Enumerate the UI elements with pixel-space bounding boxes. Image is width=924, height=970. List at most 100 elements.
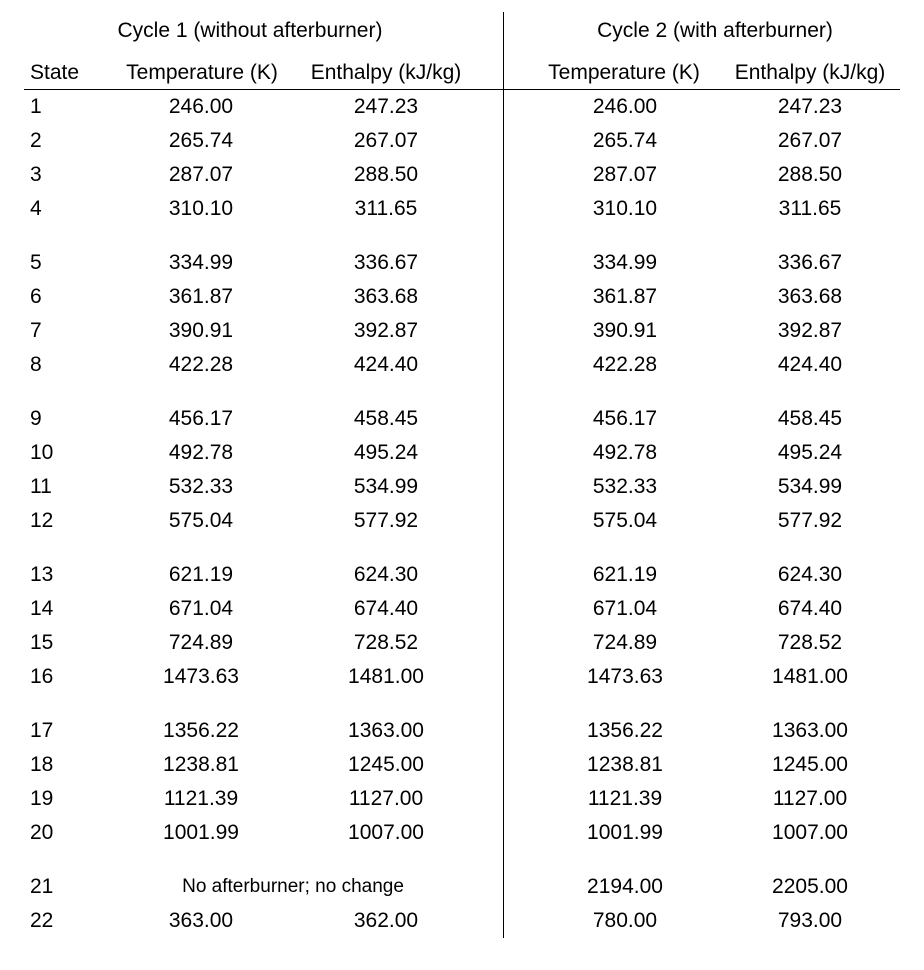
- state-cell: 12: [30, 509, 54, 532]
- cycle2-enthalpy-cell: 267.07: [777, 129, 843, 152]
- table-row: 13 621.19 624.30 621.19 624.30: [0, 558, 924, 592]
- cycle1-temperature-cell: 456.17: [168, 407, 234, 430]
- cycle1-enthalpy-cell: 247.23: [353, 95, 419, 118]
- state-cell: 22: [30, 909, 54, 932]
- cycle2-enthalpy-cell: 2205.00: [772, 875, 848, 898]
- cycle2-temperature-cell: 390.91: [592, 319, 658, 342]
- cycle2-temperature-cell: 265.74: [592, 129, 658, 152]
- table-row: 9 456.17 458.45 456.17 458.45: [0, 402, 924, 436]
- cycle1-temperature-cell: 1001.99: [163, 821, 239, 844]
- cycle2-temperature-cell: 1238.81: [587, 753, 663, 776]
- state-cell: 7: [30, 319, 42, 342]
- cycle2-temperature-cell: 1356.22: [587, 719, 663, 742]
- state-cell: 5: [30, 251, 42, 274]
- table-row: 5 334.99 336.67 334.99 336.67: [0, 246, 924, 280]
- cycle2-enthalpy-cell: 336.67: [777, 251, 843, 274]
- cycle2-group-title: Cycle 2 (with afterburner): [597, 19, 833, 42]
- cycle2-enthalpy-cell: 728.52: [777, 631, 843, 654]
- cycle1-enthalpy-cell: 1363.00: [348, 719, 424, 742]
- cycle1-enthalpy-cell: 674.40: [353, 597, 419, 620]
- cycle-divider-line: [503, 12, 504, 938]
- cycle1-temperature-cell: 1473.63: [163, 665, 239, 688]
- cycle1-temperature-cell: 334.99: [168, 251, 234, 274]
- cycle1-temperature-cell: 575.04: [168, 509, 234, 532]
- cycle2-temperature-cell: 2194.00: [587, 875, 663, 898]
- cycle2-temperature-cell: 310.10: [592, 197, 658, 220]
- table-row: 7 390.91 392.87 390.91 392.87: [0, 314, 924, 348]
- table-row: 12 575.04 577.92 575.04 577.92: [0, 504, 924, 538]
- table-row: 19 1121.39 1127.00 1121.39 1127.00: [0, 782, 924, 816]
- state-cell: 13: [30, 563, 54, 586]
- cycle1-temperature-cell: 1238.81: [163, 753, 239, 776]
- cycle2-enthalpy-cell: 1481.00: [772, 665, 848, 688]
- cycle2-enthalpy-cell: 1127.00: [772, 787, 848, 810]
- cycle2-temperature-cell: 246.00: [592, 95, 658, 118]
- cycle1-temperature-cell: 422.28: [168, 353, 234, 376]
- table-row: 16 1473.63 1481.00 1473.63 1481.00: [0, 660, 924, 694]
- state-cell: 14: [30, 597, 54, 620]
- cycle2-temperature-cell: 575.04: [592, 509, 658, 532]
- cycle2-enthalpy-cell: 311.65: [778, 197, 842, 220]
- cycle1-temperature-cell: 390.91: [168, 319, 234, 342]
- cycle2-enthalpy-cell: 674.40: [777, 597, 843, 620]
- cycle2-temperature-cell: 287.07: [592, 163, 658, 186]
- table-row: 6 361.87 363.68 361.87 363.68: [0, 280, 924, 314]
- cycle1-enthalpy-header: Enthalpy (kJ/kg): [310, 61, 462, 84]
- cycle1-enthalpy-cell: 267.07: [353, 129, 419, 152]
- cycle1-temperature-cell: 492.78: [168, 441, 234, 464]
- state-cell: 17: [30, 719, 54, 742]
- cycle1-enthalpy-cell: 1127.00: [348, 787, 424, 810]
- cycle2-temperature-cell: 1473.63: [587, 665, 663, 688]
- table-row: 21 2194.00 2205.00 No afterburner; no chang…: [0, 870, 924, 904]
- table-row: 14 671.04 674.40 671.04 674.40: [0, 592, 924, 626]
- cycle2-temperature-cell: 621.19: [592, 563, 658, 586]
- state-cell: 1: [30, 95, 42, 118]
- cycle2-temperature-cell: 361.87: [592, 285, 658, 308]
- cycle2-temperature-cell: 422.28: [592, 353, 658, 376]
- cycle2-enthalpy-cell: 1363.00: [772, 719, 848, 742]
- cycle2-temperature-cell: 1121.39: [587, 787, 663, 810]
- cycle1-note-cell: No afterburner; no change: [182, 876, 404, 897]
- cycle2-enthalpy-cell: 624.30: [777, 563, 843, 586]
- state-cell: 2: [30, 129, 42, 152]
- state-cell: 21: [30, 875, 54, 898]
- cycle2-enthalpy-cell: 392.87: [777, 319, 843, 342]
- cycle1-temperature-cell: 361.87: [168, 285, 234, 308]
- cycle2-enthalpy-cell: 288.50: [777, 163, 843, 186]
- cycle1-group-title: Cycle 1 (without afterburner): [117, 19, 383, 42]
- cycle1-enthalpy-cell: 1481.00: [348, 665, 424, 688]
- table-row: 22 363.00 362.00 780.00 793.00: [0, 904, 924, 938]
- cycle1-temperature-cell: 310.10: [168, 197, 234, 220]
- cycle2-temperature-cell: 671.04: [592, 597, 658, 620]
- table-row: 17 1356.22 1363.00 1356.22 1363.00: [0, 714, 924, 748]
- state-cell: 9: [30, 407, 42, 430]
- table-row: 3 287.07 288.50 287.07 288.50: [0, 158, 924, 192]
- table-row: 8 422.28 424.40 422.28 424.40: [0, 348, 924, 382]
- cycle1-enthalpy-cell: 577.92: [353, 509, 419, 532]
- cycle1-temperature-cell: 246.00: [168, 95, 234, 118]
- table-row: 15 724.89 728.52 724.89 728.52: [0, 626, 924, 660]
- cycle1-enthalpy-cell: 458.45: [353, 407, 419, 430]
- cycle2-enthalpy-cell: 424.40: [777, 353, 843, 376]
- cycle2-temperature-cell: 1001.99: [587, 821, 663, 844]
- table-row: 11 532.33 534.99 532.33 534.99: [0, 470, 924, 504]
- cycle2-temperature-cell: 334.99: [592, 251, 658, 274]
- cycle1-temperature-cell: 1356.22: [163, 719, 239, 742]
- cycle2-enthalpy-cell: 495.24: [777, 441, 843, 464]
- cycle2-temperature-cell: 456.17: [592, 407, 658, 430]
- cycle2-enthalpy-cell: 1007.00: [772, 821, 848, 844]
- cycle1-enthalpy-cell: 362.00: [353, 909, 419, 932]
- cycle1-enthalpy-cell: 1245.00: [348, 753, 424, 776]
- cycle1-temperature-cell: 532.33: [168, 475, 234, 498]
- cycle2-enthalpy-cell: 534.99: [777, 475, 843, 498]
- state-cell: 19: [30, 787, 54, 810]
- state-cell: 15: [30, 631, 54, 654]
- table-row: 10 492.78 495.24 492.78 495.24: [0, 436, 924, 470]
- cycle1-temperature-cell: 265.74: [168, 129, 234, 152]
- cycle1-temperature-cell: 1121.39: [163, 787, 239, 810]
- cycle2-temperature-cell: 492.78: [592, 441, 658, 464]
- cycle1-enthalpy-cell: 392.87: [353, 319, 419, 342]
- cycle1-temperature-cell: 363.00: [168, 909, 234, 932]
- cycle2-enthalpy-cell: 247.23: [777, 95, 843, 118]
